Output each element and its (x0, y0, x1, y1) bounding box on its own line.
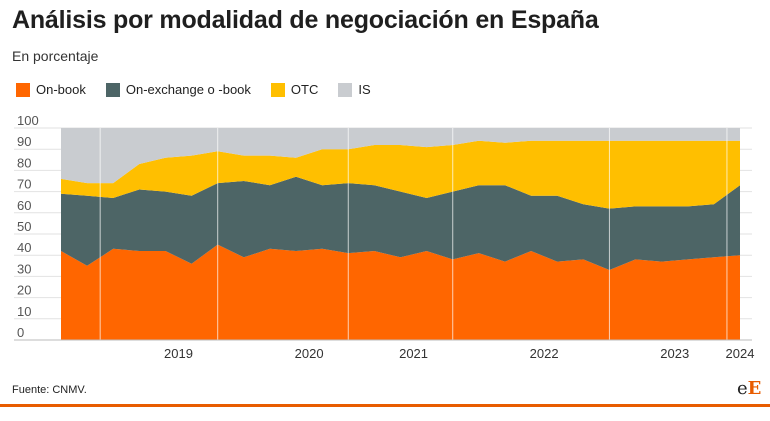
y-tick-label: 90 (17, 134, 31, 149)
y-tick-label: 60 (17, 198, 31, 213)
legend-label-is: IS (358, 82, 371, 97)
legend-item-otc: OTC (270, 82, 319, 97)
footer-divider (0, 404, 770, 407)
legend-item-is: IS (338, 82, 371, 97)
y-tick-label: 100 (17, 113, 39, 128)
logo-lower: e (737, 378, 748, 399)
legend-label-otc: OTC (290, 82, 319, 97)
brand-logo: eE (737, 378, 761, 399)
x-tick-label: 2024 (726, 346, 755, 361)
y-tick-label: 20 (17, 283, 31, 298)
x-tick-label: 2021 (399, 346, 428, 361)
legend-swatch-is (338, 82, 353, 97)
stacked-area-chart: 0 10 20 30 40 50 60 70 80 90 100 2019 2020 2021 2022 20… (14, 113, 755, 361)
chart-subtitle: En porcentaje (12, 48, 99, 64)
area-series-on-exchange-o-book (61, 176, 740, 270)
y-tick-label: 50 (17, 219, 31, 234)
legend-swatch-on-book (16, 82, 30, 97)
legend-item-on-exchange: On-exchange o -book (105, 82, 251, 97)
area-series-is (61, 128, 740, 184)
y-tick-label: 30 (17, 261, 31, 276)
legend-item-on-book: On-book (16, 82, 86, 97)
legend: On-book On-exchange o -book OTC IS (16, 82, 391, 97)
x-tick-label: 2022 (530, 346, 559, 361)
y-tick-label: 0 (17, 325, 24, 340)
source-note: Fuente: CNMV. (12, 384, 87, 396)
y-tick-label: 80 (17, 155, 31, 170)
legend-swatch-on-exchange (105, 82, 120, 97)
area-series-on-book (61, 244, 740, 340)
legend-swatch-otc (270, 82, 285, 97)
x-tick-label: 2023 (660, 346, 689, 361)
chart-title: Análisis por modalidad de negociación en… (12, 6, 599, 34)
area-series-otc (61, 140, 740, 209)
x-tick-label: 2019 (164, 346, 193, 361)
x-tick-label: 2020 (295, 346, 324, 361)
logo-upper: E (747, 378, 762, 399)
legend-label-on-book: On-book (36, 82, 86, 97)
legend-label-on-exchange: On-exchange o -book (125, 82, 251, 97)
y-tick-label: 10 (17, 304, 31, 319)
y-tick-label: 70 (17, 177, 31, 192)
y-tick-label: 40 (17, 240, 31, 255)
